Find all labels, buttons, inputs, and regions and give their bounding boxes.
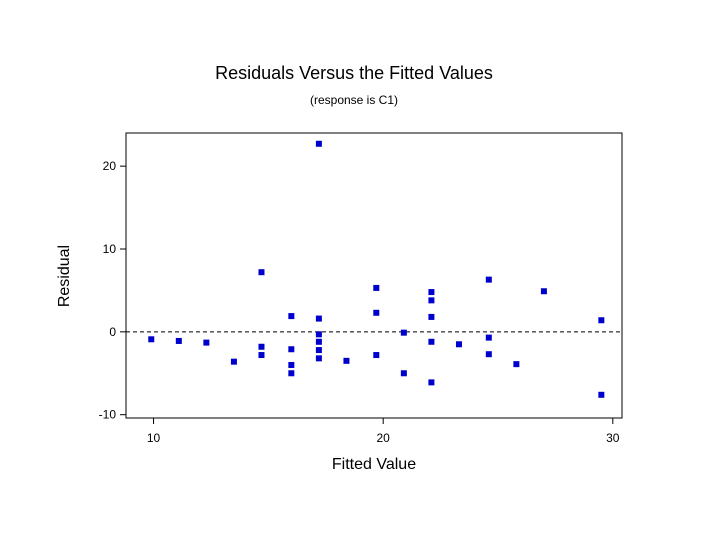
data-point [315, 355, 322, 362]
data-point [455, 341, 462, 348]
data-point [315, 338, 322, 345]
x-tick-label: 20 [377, 431, 391, 445]
data-point [315, 347, 322, 354]
data-point [315, 140, 322, 147]
data-point [598, 391, 605, 398]
x-tick-label: 10 [147, 431, 161, 445]
data-point [288, 346, 295, 353]
data-point [428, 289, 435, 296]
data-point [400, 370, 407, 377]
data-point [428, 313, 435, 320]
data-point [288, 370, 295, 377]
data-point [148, 336, 155, 343]
data-point [373, 284, 380, 291]
chart-subtitle: (response is C1) [310, 93, 398, 107]
data-points [148, 140, 605, 398]
data-point [315, 315, 322, 322]
data-point [428, 297, 435, 304]
chart-title: Residuals Versus the Fitted Values [215, 63, 493, 83]
y-axis: -10 0 10 20 [99, 159, 126, 422]
y-tick-label: 10 [103, 242, 117, 256]
x-tick-label: 30 [606, 431, 620, 445]
y-tick-label: 20 [103, 159, 117, 173]
data-point [540, 288, 547, 295]
y-tick-label: -10 [99, 408, 117, 422]
data-point [598, 317, 605, 324]
data-point [258, 343, 265, 350]
y-tick-label: 0 [109, 325, 116, 339]
data-point [428, 379, 435, 386]
data-point [315, 331, 322, 338]
x-axis: 10 20 30 [147, 418, 620, 445]
data-point [485, 334, 492, 341]
data-point [428, 338, 435, 345]
data-point [513, 361, 520, 368]
data-point [373, 309, 380, 316]
plot-frame [125, 132, 623, 419]
data-point [258, 352, 265, 359]
data-point [485, 276, 492, 283]
data-point [485, 351, 492, 358]
data-point [288, 361, 295, 368]
data-point [288, 313, 295, 320]
data-point [258, 269, 265, 276]
data-point [175, 337, 182, 344]
data-point [230, 358, 237, 365]
y-axis-label: Residual [56, 245, 73, 307]
data-point [373, 352, 380, 359]
x-axis-label: Fitted Value [332, 456, 416, 473]
data-point [343, 357, 350, 364]
data-point [203, 339, 210, 346]
data-point [400, 329, 407, 336]
